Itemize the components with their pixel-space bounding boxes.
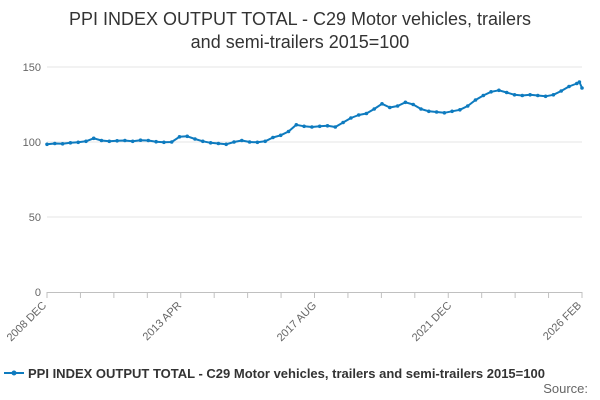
- data-point: [278, 133, 283, 138]
- data-point: [427, 109, 431, 114]
- data-point: [580, 86, 584, 90]
- data-point: [317, 124, 322, 129]
- data-point: [224, 142, 228, 147]
- data-point: [162, 140, 166, 145]
- data-point: [442, 111, 447, 115]
- data-point: [512, 93, 517, 97]
- data-point: [465, 104, 470, 108]
- data-point: [349, 116, 353, 120]
- legend-swatch-icon: [4, 370, 24, 376]
- gridlines: [47, 66, 582, 218]
- series-layer: [45, 80, 584, 147]
- data-point: [567, 84, 571, 89]
- data-point: [154, 139, 158, 144]
- legend-label: PPI INDEX OUTPUT TOTAL - C29 Motor vehic…: [28, 365, 545, 381]
- axes: 0 50 100 150 2008 DEC 2013 APR 2017 AUG 2021 DE…: [5, 62, 584, 344]
- y-tick-label: 100: [23, 137, 41, 149]
- data-point: [208, 141, 213, 145]
- data-point: [395, 104, 400, 108]
- chart-title-line-1: PPI INDEX OUTPUT TOTAL - C29 Motor vehic…: [68, 9, 532, 29]
- data-point: [232, 140, 236, 144]
- data-point: [271, 135, 275, 140]
- data-point: [372, 107, 377, 111]
- data-point: [333, 125, 338, 129]
- data-point: [123, 138, 127, 143]
- data-point: [528, 93, 532, 97]
- data-point: [356, 113, 361, 117]
- data-point: [497, 88, 501, 93]
- data-point: [84, 139, 88, 144]
- data-point: [520, 93, 525, 98]
- x-tick-label: 2017 AUG: [275, 300, 319, 344]
- data-point: [45, 142, 49, 147]
- data-point: [504, 90, 509, 95]
- data-point: [193, 137, 197, 141]
- x-tick-label: 2008 DEC: [5, 300, 49, 344]
- data-point: [130, 139, 135, 144]
- chart-title: PPI INDEX OUTPUT TOTAL - C29 Motor vehic…: [20, 8, 580, 54]
- data-point: [411, 102, 416, 107]
- data-point: [286, 129, 291, 134]
- data-point: [263, 139, 268, 144]
- data-point: [559, 89, 563, 93]
- data-point: [380, 102, 384, 106]
- data-point: [115, 139, 119, 143]
- data-point: [536, 93, 540, 98]
- data-point: [419, 107, 423, 111]
- data-point: [481, 93, 486, 98]
- data-point: [169, 140, 174, 144]
- data-point: [255, 140, 260, 145]
- y-tick-label: 0: [35, 287, 41, 299]
- data-point: [240, 138, 244, 143]
- data-point: [99, 138, 104, 143]
- data-point: [138, 138, 143, 142]
- data-point: [76, 140, 80, 145]
- x-tick-label: 2026 FEB: [541, 300, 584, 343]
- data-point: [489, 90, 493, 94]
- data-point: [473, 98, 478, 102]
- data-point: [325, 124, 330, 128]
- data-point: [216, 141, 221, 146]
- chart-title-line-2: and semi-trailers 2015=100: [190, 32, 410, 52]
- data-point: [575, 81, 579, 86]
- data-point: [364, 111, 369, 116]
- y-tick-label: 150: [23, 62, 41, 74]
- data-point: [458, 108, 462, 112]
- data-point: [294, 123, 299, 127]
- data-point: [201, 139, 205, 144]
- data-point: [551, 93, 556, 97]
- data-point: [388, 105, 392, 110]
- series-line: [46, 81, 583, 146]
- data-point: [177, 135, 182, 139]
- data-point: [302, 124, 306, 129]
- data-point: [146, 138, 151, 143]
- data-point: [107, 139, 112, 144]
- data-point: [60, 142, 65, 146]
- data-point: [403, 100, 408, 105]
- data-point: [185, 134, 189, 139]
- data-point: [310, 125, 314, 129]
- data-point: [91, 136, 96, 141]
- data-point: [450, 109, 454, 114]
- data-point: [341, 120, 345, 125]
- legend[interactable]: PPI INDEX OUTPUT TOTAL - C29 Motor vehic…: [0, 364, 545, 382]
- source-label: Source:: [543, 381, 588, 396]
- x-tick-label: 2013 APR: [141, 300, 185, 344]
- data-point: [68, 141, 73, 145]
- y-tick-label: 50: [29, 212, 41, 224]
- data-point: [543, 94, 548, 99]
- data-point: [577, 80, 582, 84]
- data-point: [434, 110, 439, 114]
- x-tick-label: 2021 DEC: [410, 300, 454, 344]
- data-point: [247, 140, 252, 144]
- data-point: [53, 141, 57, 146]
